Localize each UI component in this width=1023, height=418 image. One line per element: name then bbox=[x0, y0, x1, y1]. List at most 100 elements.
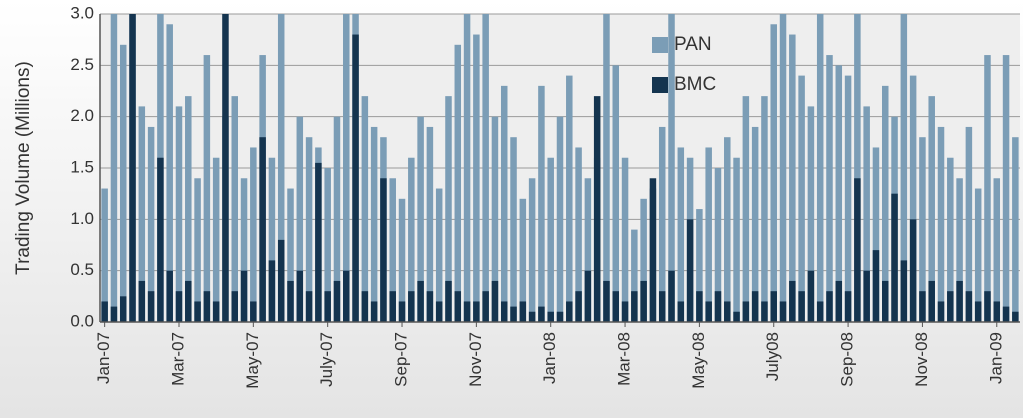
x-tick-label: Mar-07 bbox=[168, 332, 187, 386]
x-tick-label: Jan-08 bbox=[540, 332, 559, 384]
bar bbox=[528, 311, 536, 322]
bar bbox=[389, 178, 396, 322]
bar bbox=[538, 85, 545, 322]
bar bbox=[361, 291, 369, 322]
bar bbox=[1002, 55, 1010, 323]
x-tick-label: July08 bbox=[763, 332, 782, 381]
bar bbox=[231, 291, 238, 322]
bar bbox=[835, 65, 843, 322]
bar bbox=[724, 137, 731, 322]
legend-swatch bbox=[652, 37, 668, 53]
x-tick-label: Jan-09 bbox=[986, 332, 1005, 384]
bar bbox=[863, 270, 870, 322]
y-tick-label: 0.0 bbox=[70, 311, 94, 330]
bar bbox=[510, 306, 517, 322]
bar bbox=[333, 116, 341, 323]
x-tick-label: May-08 bbox=[689, 332, 708, 389]
bar bbox=[259, 137, 266, 322]
bar bbox=[101, 301, 108, 322]
bar bbox=[315, 162, 322, 322]
bar bbox=[277, 14, 285, 322]
bar bbox=[826, 291, 833, 322]
bar bbox=[770, 24, 777, 323]
bar bbox=[575, 291, 582, 322]
bar bbox=[166, 270, 173, 322]
x-tick-label: Jan-07 bbox=[94, 332, 113, 384]
bar bbox=[984, 291, 991, 322]
bar bbox=[696, 291, 703, 322]
bar bbox=[900, 14, 908, 322]
bar bbox=[835, 280, 843, 322]
bar bbox=[417, 280, 424, 322]
bar bbox=[677, 301, 685, 322]
bar bbox=[575, 147, 582, 322]
bar bbox=[528, 178, 536, 322]
bar bbox=[194, 178, 201, 322]
y-tick-label: 1.5 bbox=[70, 157, 94, 176]
bar bbox=[538, 306, 545, 322]
bar bbox=[640, 198, 647, 322]
x-tick-label: July-07 bbox=[317, 332, 336, 387]
bar bbox=[872, 250, 880, 322]
bar bbox=[175, 106, 183, 323]
bar bbox=[138, 280, 146, 322]
bar bbox=[194, 301, 201, 322]
bar bbox=[928, 96, 935, 322]
bar bbox=[816, 301, 824, 322]
bar bbox=[268, 260, 276, 322]
bar bbox=[947, 291, 954, 322]
bar bbox=[705, 147, 712, 322]
bar bbox=[1012, 137, 1019, 322]
bar bbox=[185, 96, 192, 322]
x-tick-label: May-07 bbox=[243, 332, 262, 389]
bar bbox=[343, 270, 350, 322]
bar bbox=[287, 280, 294, 322]
bar bbox=[909, 75, 917, 322]
bar bbox=[129, 14, 136, 322]
bar bbox=[510, 137, 517, 322]
bar bbox=[844, 291, 852, 322]
bar bbox=[779, 301, 787, 322]
bar bbox=[380, 178, 387, 322]
bar bbox=[408, 157, 415, 322]
bar bbox=[185, 280, 192, 322]
bar bbox=[454, 44, 462, 323]
bar bbox=[287, 188, 294, 322]
bar bbox=[212, 301, 220, 322]
bar bbox=[928, 280, 935, 322]
bar bbox=[203, 291, 211, 322]
bar bbox=[974, 301, 982, 322]
y-tick-label: 1.0 bbox=[70, 209, 94, 228]
bar bbox=[240, 178, 248, 322]
bar bbox=[584, 178, 592, 322]
bar bbox=[658, 126, 666, 322]
bar bbox=[984, 55, 991, 323]
bar bbox=[417, 116, 424, 323]
bar bbox=[770, 291, 777, 322]
bar bbox=[370, 126, 378, 322]
bar bbox=[751, 126, 759, 322]
bar bbox=[250, 301, 257, 322]
bar bbox=[203, 55, 211, 323]
bar bbox=[435, 188, 443, 322]
bar bbox=[844, 75, 852, 322]
x-tick-label: Sep-07 bbox=[392, 332, 411, 387]
bar bbox=[900, 260, 908, 322]
bar bbox=[296, 116, 304, 323]
legend-swatch bbox=[652, 77, 668, 93]
bar bbox=[733, 311, 740, 322]
bar bbox=[110, 14, 118, 322]
bar bbox=[119, 44, 127, 323]
bar bbox=[965, 291, 973, 322]
bar bbox=[119, 296, 127, 322]
bar bbox=[965, 126, 973, 322]
bar bbox=[621, 157, 629, 322]
bar bbox=[1002, 306, 1010, 322]
y-axis-label: Trading Volume (Millions) bbox=[13, 61, 34, 275]
bar bbox=[937, 301, 945, 322]
bar bbox=[686, 219, 694, 322]
bar bbox=[101, 188, 108, 322]
bar bbox=[649, 178, 657, 322]
bar bbox=[714, 291, 722, 322]
bar bbox=[640, 280, 647, 322]
